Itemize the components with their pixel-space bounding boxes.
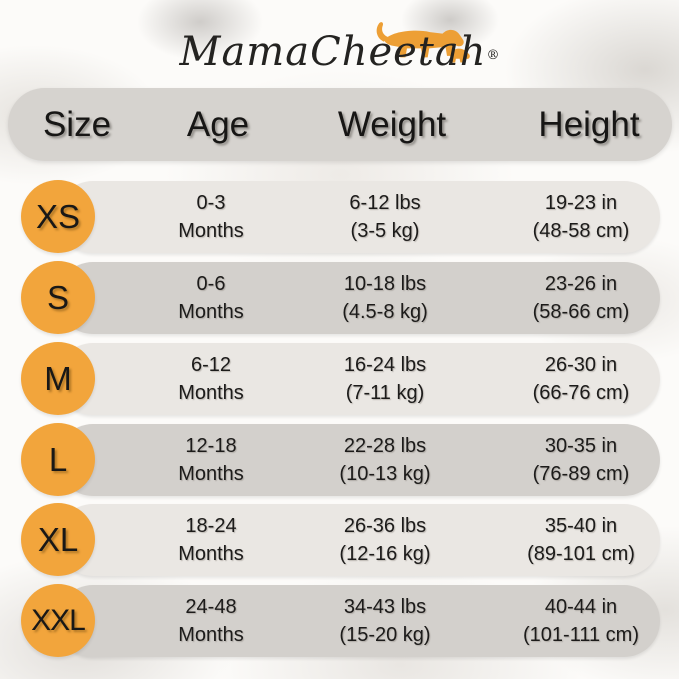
size-badge-xxl: XXL: [21, 584, 95, 657]
row-pill: [57, 343, 660, 415]
size-label: S: [46, 278, 69, 316]
weight-cell: 10-18 lbs (4.5-8 kg): [342, 273, 428, 323]
size-badge-xs: XS: [21, 180, 95, 253]
size-badge-l: L: [21, 423, 95, 496]
column-header-height: Height: [538, 104, 640, 144]
size-label: L: [48, 440, 68, 478]
brand-name: MamaCheetah: [179, 29, 487, 75]
age-cell: 18-24 Months: [178, 515, 244, 565]
table-row-xs: XS 0-3 Months 6-12 lbs (3-5 kg) 19-23 in (4…: [0, 180, 679, 253]
weight-cell: 16-24 lbs (7-11 kg): [343, 354, 427, 404]
weight-cell: 22-28 lbs (10-13 kg): [339, 435, 431, 485]
age-cell: 24-48 Months: [178, 596, 244, 646]
age-cell: 6-12 Months: [178, 354, 244, 404]
column-header-size: Size: [42, 104, 112, 144]
height-cell: 30-35 in (76-89 cm): [532, 435, 630, 485]
age-cell: 0-3 Months: [178, 192, 244, 242]
table-row-xl: XL 18-24 Months 26-36 lbs (12-16 kg) 35-40…: [0, 503, 679, 576]
row-pill: [57, 424, 660, 496]
registered-mark: ®: [486, 48, 500, 63]
height-cell: 35-40 in (89-101 cm): [527, 515, 635, 565]
table-row-xxl: XXL 24-48 Months 34-43 lbs (15-20 kg) 40-4…: [0, 584, 679, 657]
table-row-l: L 12-18 Months 22-28 lbs (10-13 kg) 30-35 …: [0, 423, 679, 496]
age-cell: 12-18 Months: [178, 435, 244, 485]
age-cell: 0-6 Months: [178, 273, 244, 323]
size-label: M: [44, 359, 72, 397]
row-pill: [57, 504, 660, 576]
row-pill: [57, 262, 660, 334]
weight-cell: 34-43 lbs (15-20 kg): [339, 596, 431, 646]
table-row-m: M 6-12 Months 16-24 lbs (7-11 kg) 26-30 in…: [0, 342, 679, 415]
height-cell: 40-44 in (101-111 cm): [523, 596, 639, 646]
size-label: XXL: [31, 603, 86, 637]
size-label: XS: [35, 197, 81, 235]
column-header-age: Age: [186, 104, 250, 144]
table-header-row: Size Age Weight Height: [8, 88, 672, 161]
weight-cell: 26-36 lbs (12-16 kg): [339, 515, 431, 565]
table-row-s: S 0-6 Months 10-18 lbs (4.5-8 kg) 23-26 in…: [0, 261, 679, 334]
row-pill: [57, 585, 660, 657]
size-label: XL: [37, 520, 79, 558]
size-badge-s: S: [21, 261, 95, 334]
size-badge-xl: XL: [21, 503, 95, 576]
size-badge-m: M: [21, 342, 95, 415]
weight-cell: 6-12 lbs (3-5 kg): [349, 192, 421, 242]
height-cell: 23-26 in (58-66 cm): [532, 273, 630, 323]
brand-logo: MamaCheetah®: [0, 6, 679, 84]
row-pill: [57, 181, 660, 253]
cheetah-icon: [376, 22, 470, 63]
column-header-weight: Weight: [337, 104, 447, 144]
height-cell: 19-23 in (48-58 cm): [532, 192, 630, 242]
height-cell: 26-30 in (66-76 cm): [532, 354, 630, 404]
